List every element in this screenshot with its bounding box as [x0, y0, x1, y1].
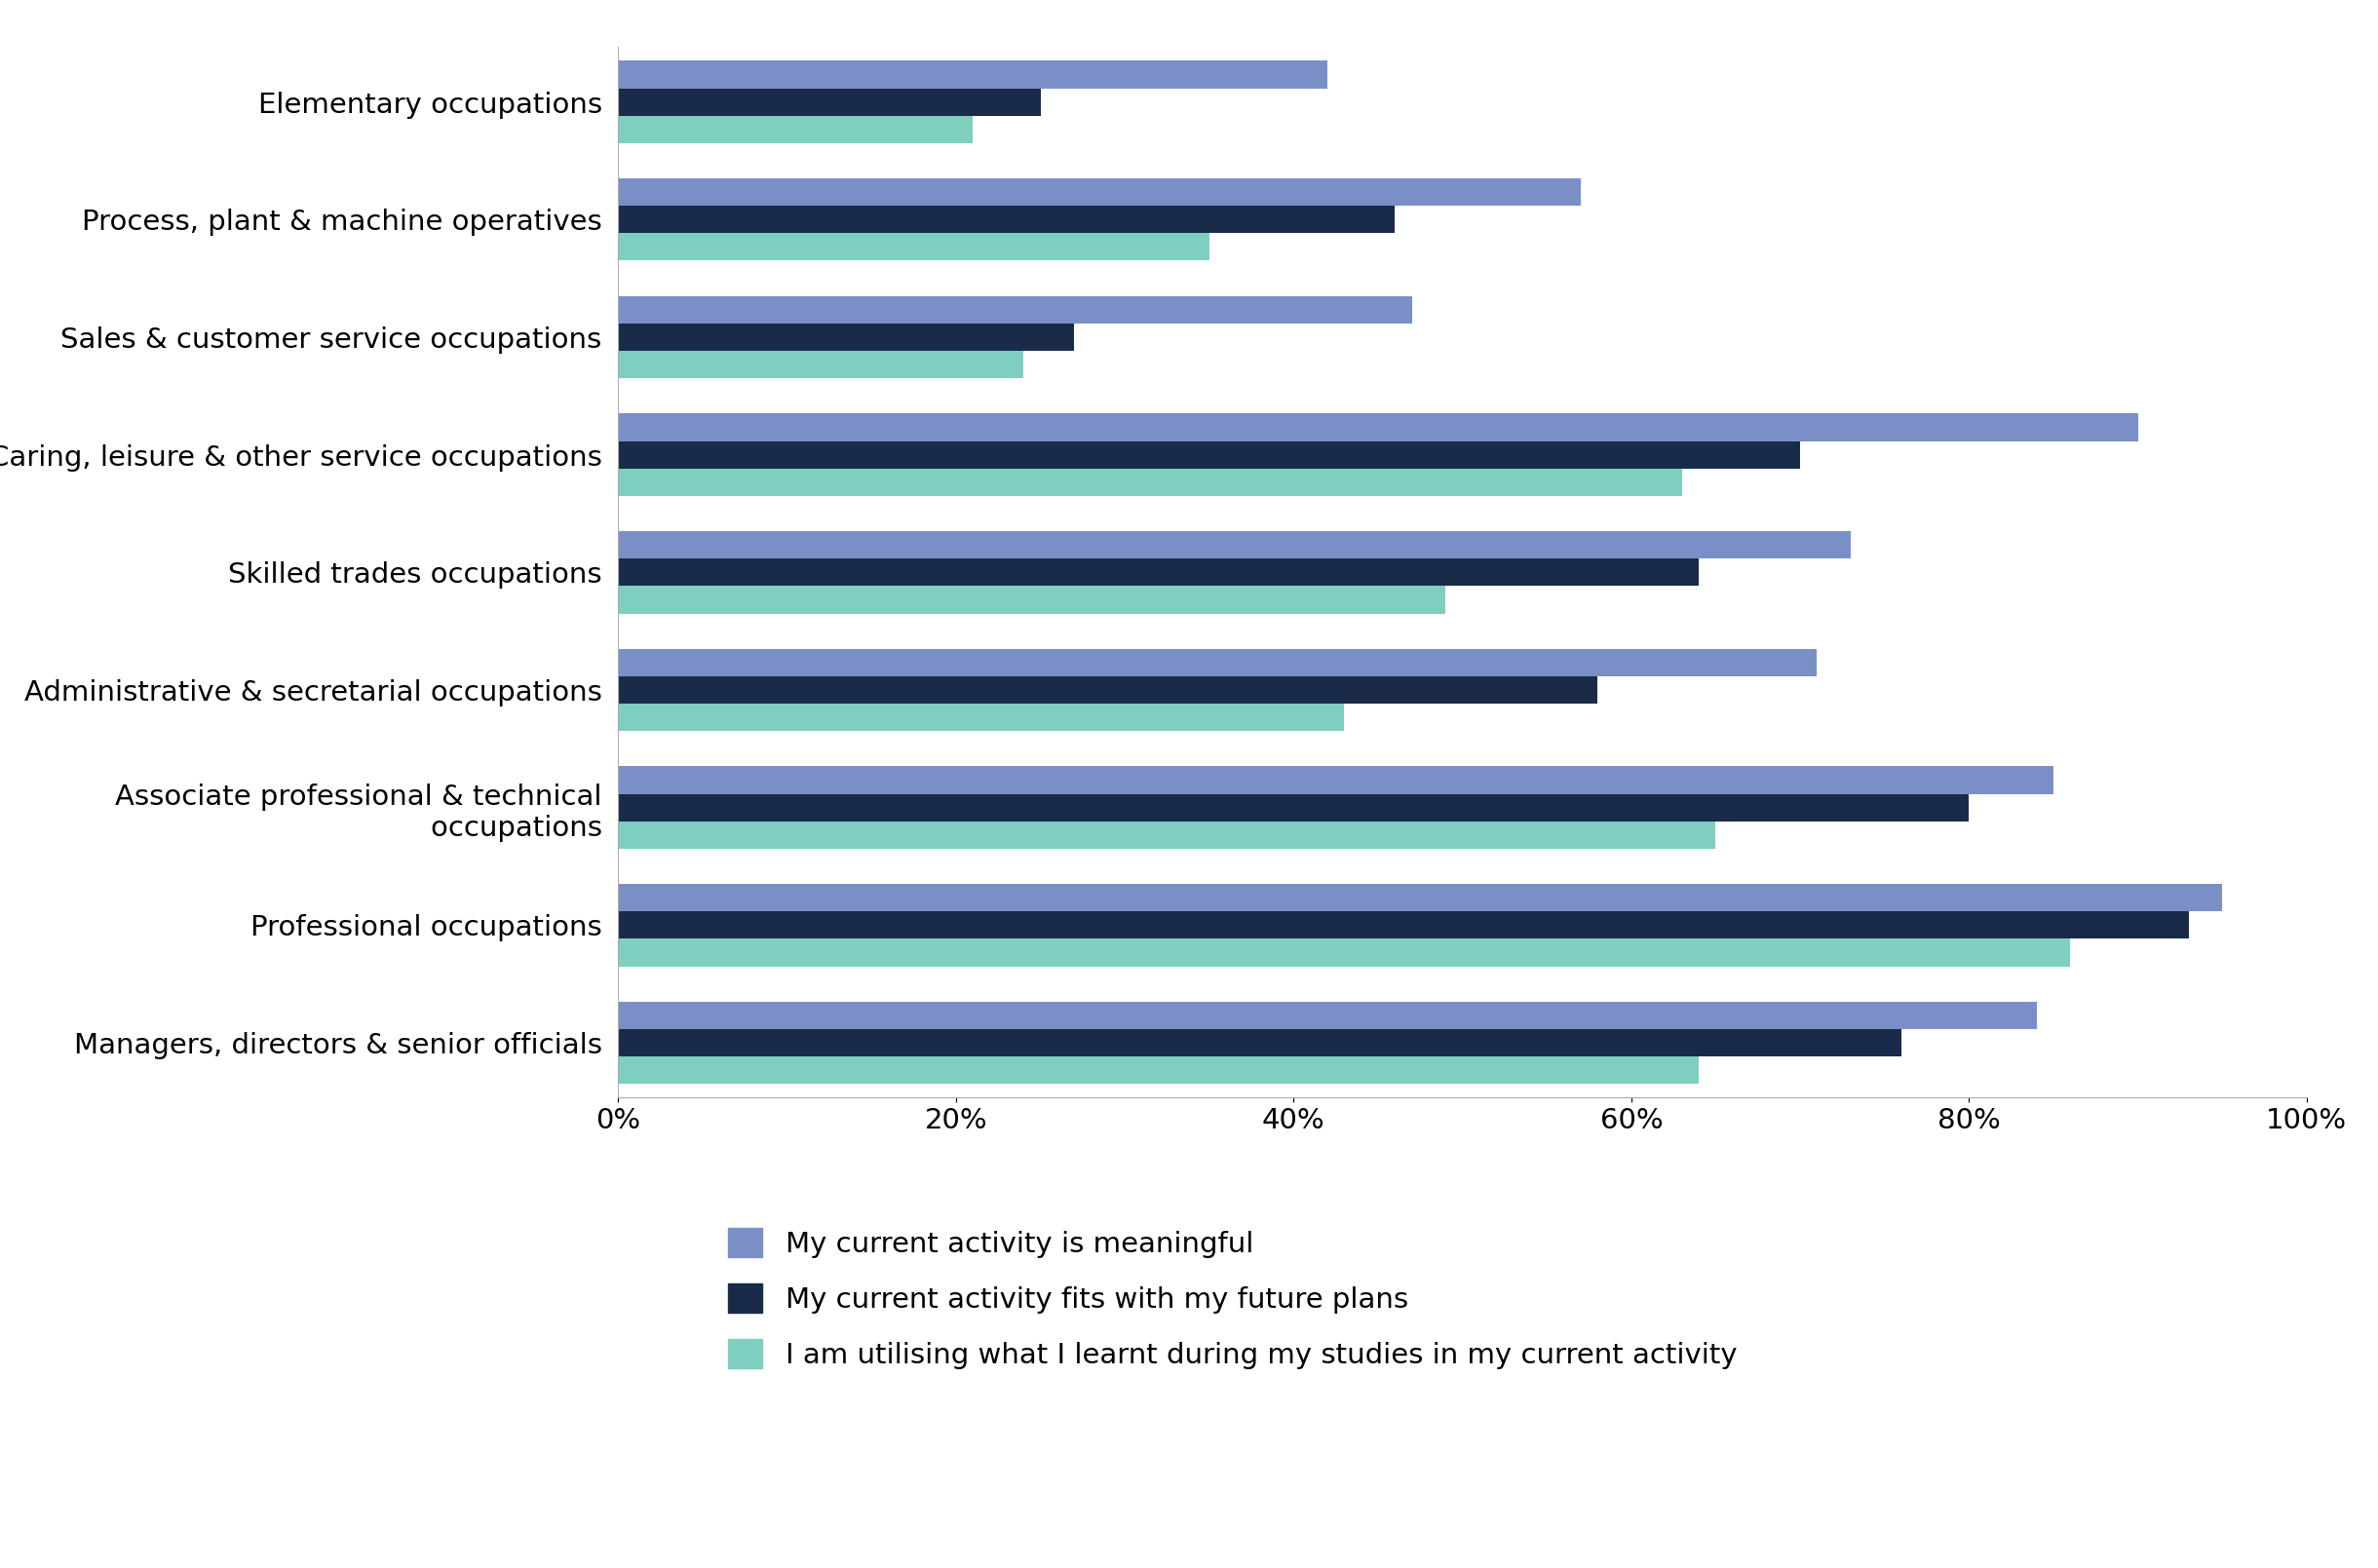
Bar [618, 767, 2052, 793]
Bar [618, 558, 1698, 586]
Bar [618, 939, 2071, 966]
Bar [618, 532, 1850, 558]
Bar [618, 351, 1023, 378]
Bar [618, 1002, 2036, 1029]
Bar [618, 441, 1800, 469]
Bar [618, 469, 1681, 495]
Bar [618, 649, 1817, 676]
Bar [618, 793, 1969, 822]
Bar [618, 323, 1075, 351]
Bar [618, 911, 2188, 939]
Bar [618, 414, 2138, 441]
Bar [618, 822, 1717, 848]
Bar [618, 116, 973, 143]
Bar [618, 234, 1208, 260]
Bar [618, 1029, 1902, 1057]
Bar [618, 884, 2221, 911]
Bar [618, 704, 1344, 731]
Bar [618, 1057, 1698, 1083]
Bar [618, 61, 1327, 88]
Bar [618, 296, 1413, 323]
Bar [618, 205, 1396, 234]
Bar [618, 179, 1581, 205]
Bar [618, 88, 1042, 116]
Legend: My current activity is meaningful, My current activity fits with my future plans: My current activity is meaningful, My cu… [716, 1217, 1748, 1381]
Bar [618, 586, 1446, 613]
Bar [618, 676, 1598, 704]
